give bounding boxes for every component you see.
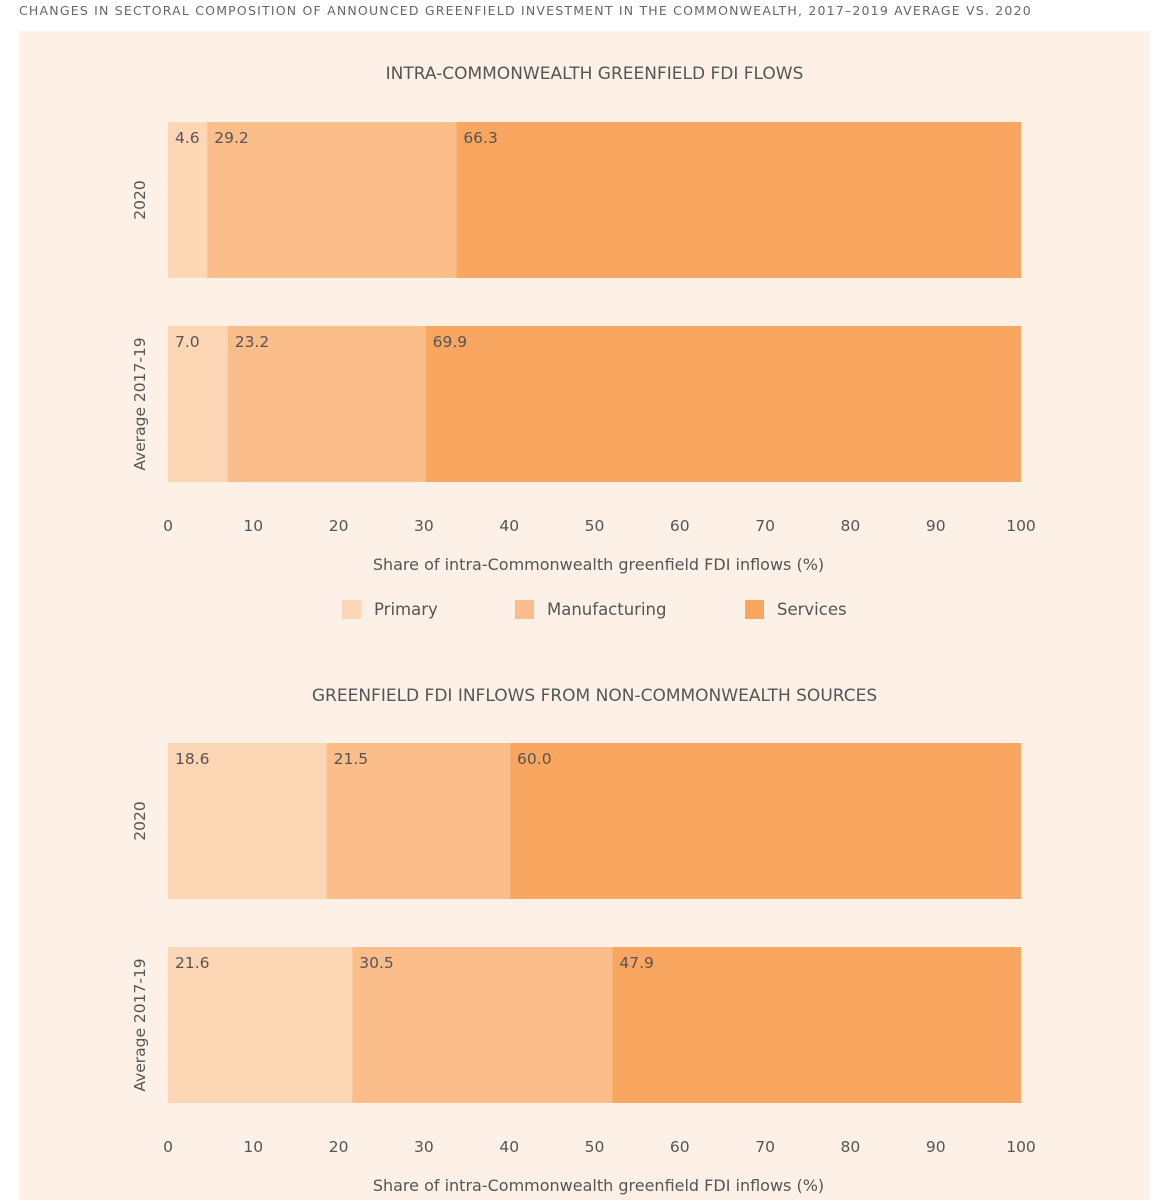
x-tick-label: 60 [670,517,690,535]
x-tick-label: 80 [841,517,861,535]
legend-swatch-primary [342,600,361,619]
x-tick-label: 10 [243,517,263,535]
data-label: 4.6 [175,129,200,147]
x-tick-label: 10 [243,1138,263,1156]
x-tick-label: 80 [841,1138,861,1156]
legend-swatch-services [745,600,764,619]
legend-swatch-manufacturing [515,600,534,619]
bar-segment-primary [168,947,353,1103]
data-label: 23.2 [235,333,270,351]
bar-segment-manufacturing [326,743,511,899]
category-label: 2020 [131,801,149,840]
x-tick-label: 50 [585,517,605,535]
bar-segment-services [425,326,1022,482]
legend-label: Primary [374,600,438,619]
x-tick-label: 100 [1006,517,1036,535]
data-label: 60.0 [517,750,552,768]
x-tick-label: 70 [755,517,775,535]
bar-segment-manufacturing [227,326,426,482]
data-label: 66.3 [463,129,498,147]
category-label: Average 2017-19 [131,337,149,470]
x-tick-label: 60 [670,1138,690,1156]
legend-label: Manufacturing [547,600,666,619]
data-label: 21.6 [175,954,210,972]
category-label: Average 2017-19 [131,958,149,1091]
x-tick-label: 90 [926,1138,946,1156]
x-tick-label: 20 [329,517,349,535]
data-label: 47.9 [619,954,654,972]
chart-title: GREENFIELD FDI INFLOWS FROM NON-COMMONWE… [312,686,877,706]
data-label: 21.5 [334,750,369,768]
x-tick-label: 20 [329,1138,349,1156]
x-tick-label: 100 [1006,1138,1036,1156]
x-tick-label: 30 [414,517,434,535]
x-tick-label: 0 [163,517,173,535]
bar-segment-primary [168,743,327,899]
x-tick-label: 40 [499,517,519,535]
x-tick-label: 70 [755,1138,775,1156]
bar-segment-manufacturing [352,947,613,1103]
x-tick-label: 50 [585,1138,605,1156]
chart-title: INTRA-COMMONWEALTH GREENFIELD FDI FLOWS [386,64,804,84]
bar-segment-manufacturing [207,122,457,278]
data-label: 29.2 [214,129,249,147]
data-label: 69.9 [433,333,468,351]
x-axis-label: Share of intra-Commonwealth greenfield F… [373,1176,824,1195]
x-tick-label: 30 [414,1138,434,1156]
bar-segment-primary [168,122,208,278]
x-axis-label: Share of intra-Commonwealth greenfield F… [373,555,824,574]
x-tick-label: 40 [499,1138,519,1156]
data-label: 30.5 [359,954,394,972]
bar-segment-services [456,122,1022,278]
legend-label: Services [777,600,847,619]
category-label: 2020 [131,180,149,219]
bar-segment-services [612,947,1021,1103]
data-label: 7.0 [175,333,200,351]
data-label: 18.6 [175,750,210,768]
x-tick-label: 0 [163,1138,173,1156]
figure-title: CHANGES IN SECTORAL COMPOSITION OF ANNOU… [19,3,1032,18]
bar-segment-services [510,743,1021,899]
x-tick-label: 90 [926,517,946,535]
bar-segment-primary [168,326,228,482]
